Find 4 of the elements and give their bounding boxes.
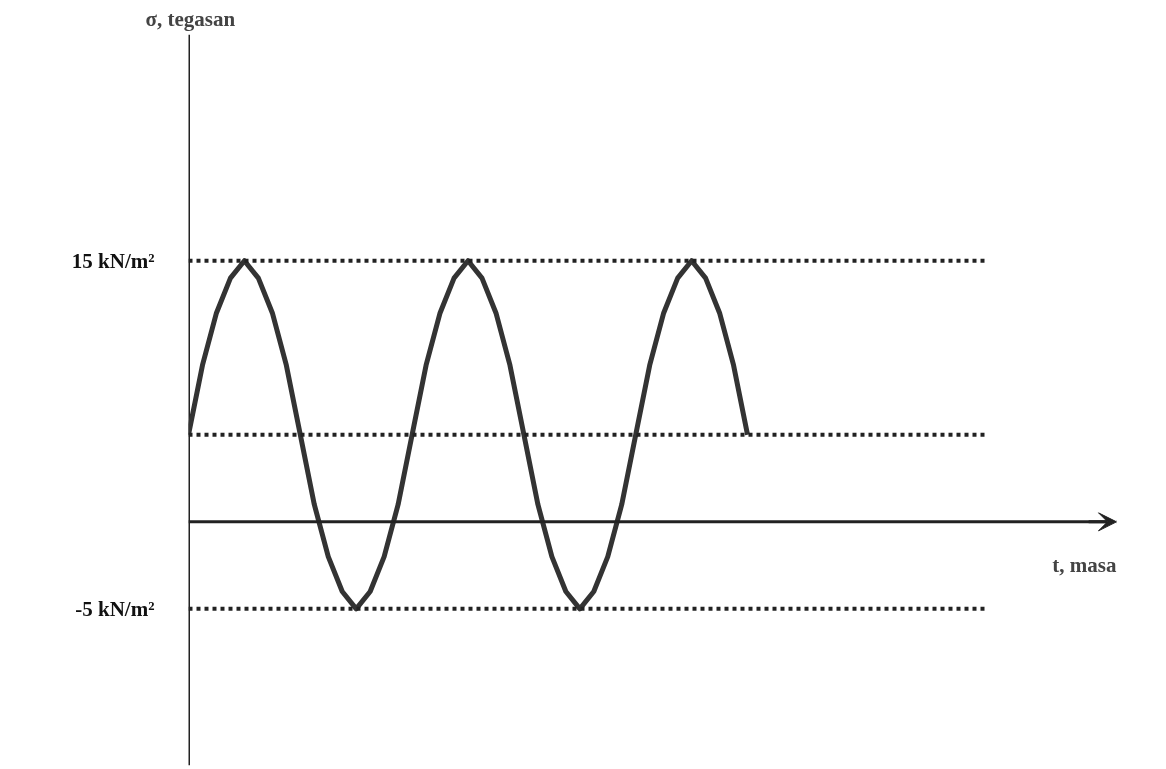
text: t, masa (1052, 552, 1117, 577)
y-axis-title: σ, tegasan (145, 6, 236, 31)
y-tick-label: 15 kN/m² (71, 248, 155, 273)
y-tick-label: -5 kN/m² (75, 596, 155, 621)
